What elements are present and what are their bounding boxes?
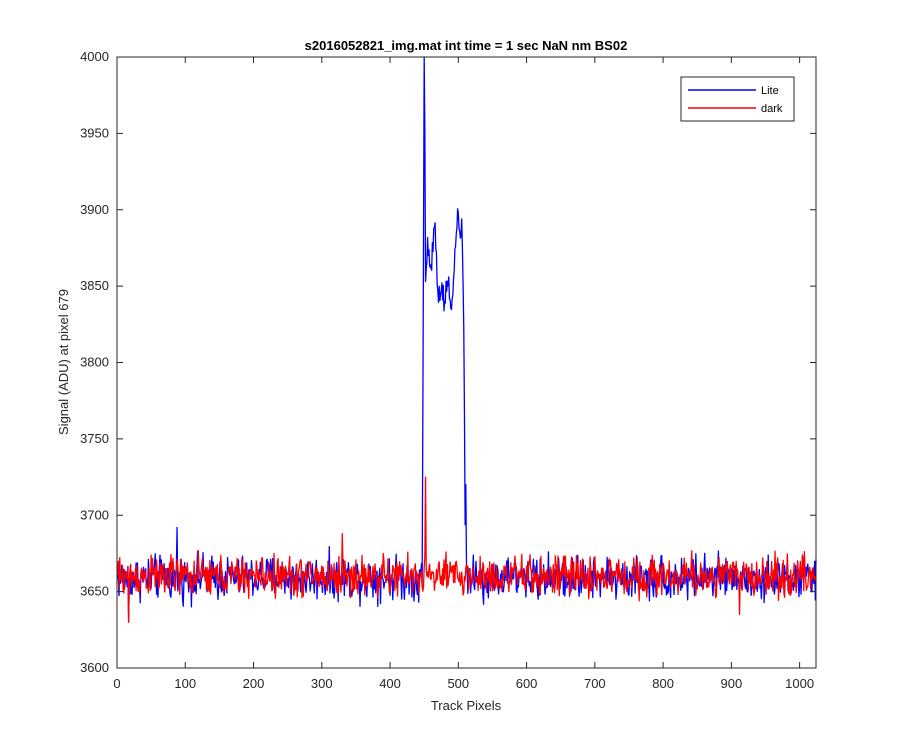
x-tick-label: 1000 <box>785 676 814 691</box>
y-tick-label: 3600 <box>80 660 109 675</box>
y-tick-label: 3700 <box>80 507 109 522</box>
x-tick-label: 200 <box>243 676 265 691</box>
x-tick-label: 600 <box>516 676 538 691</box>
x-axis-label: Track Pixels <box>431 698 502 713</box>
legend: Lite dark <box>680 76 795 122</box>
x-tick-label: 400 <box>379 676 401 691</box>
x-tick-label: 500 <box>447 676 469 691</box>
y-axis: 3600 3650 3700 3750 3800 3850 3900 3950 4000 <box>80 49 816 675</box>
y-tick-label: 3800 <box>80 355 109 370</box>
y-tick-label: 3650 <box>80 584 109 599</box>
x-tick-label: 700 <box>584 676 606 691</box>
y-tick-label: 3950 <box>80 125 109 140</box>
y-tick-label: 3750 <box>80 431 109 446</box>
x-tick-label: 0 <box>113 676 120 691</box>
series-line-dark <box>117 476 817 623</box>
y-tick-label: 3900 <box>80 202 109 217</box>
x-tick-label: 100 <box>174 676 196 691</box>
y-axis-label: Signal (ADU) at pixel 679 <box>56 289 71 435</box>
x-tick-label: 300 <box>311 676 333 691</box>
legend-label-lite: Lite <box>761 85 779 97</box>
legend-box <box>680 76 795 122</box>
legend-label-dark: dark <box>761 103 783 115</box>
series-layer <box>117 56 817 623</box>
x-tick-label: 800 <box>652 676 674 691</box>
x-tick-label: 900 <box>721 676 743 691</box>
y-tick-label: 3850 <box>80 278 109 293</box>
chart-title: s2016052821_img.mat int time = 1 sec NaN… <box>305 38 628 53</box>
x-axis: 0 100 200 300 400 500 600 700 800 900 1000 <box>113 57 814 691</box>
y-tick-label: 4000 <box>80 49 109 64</box>
